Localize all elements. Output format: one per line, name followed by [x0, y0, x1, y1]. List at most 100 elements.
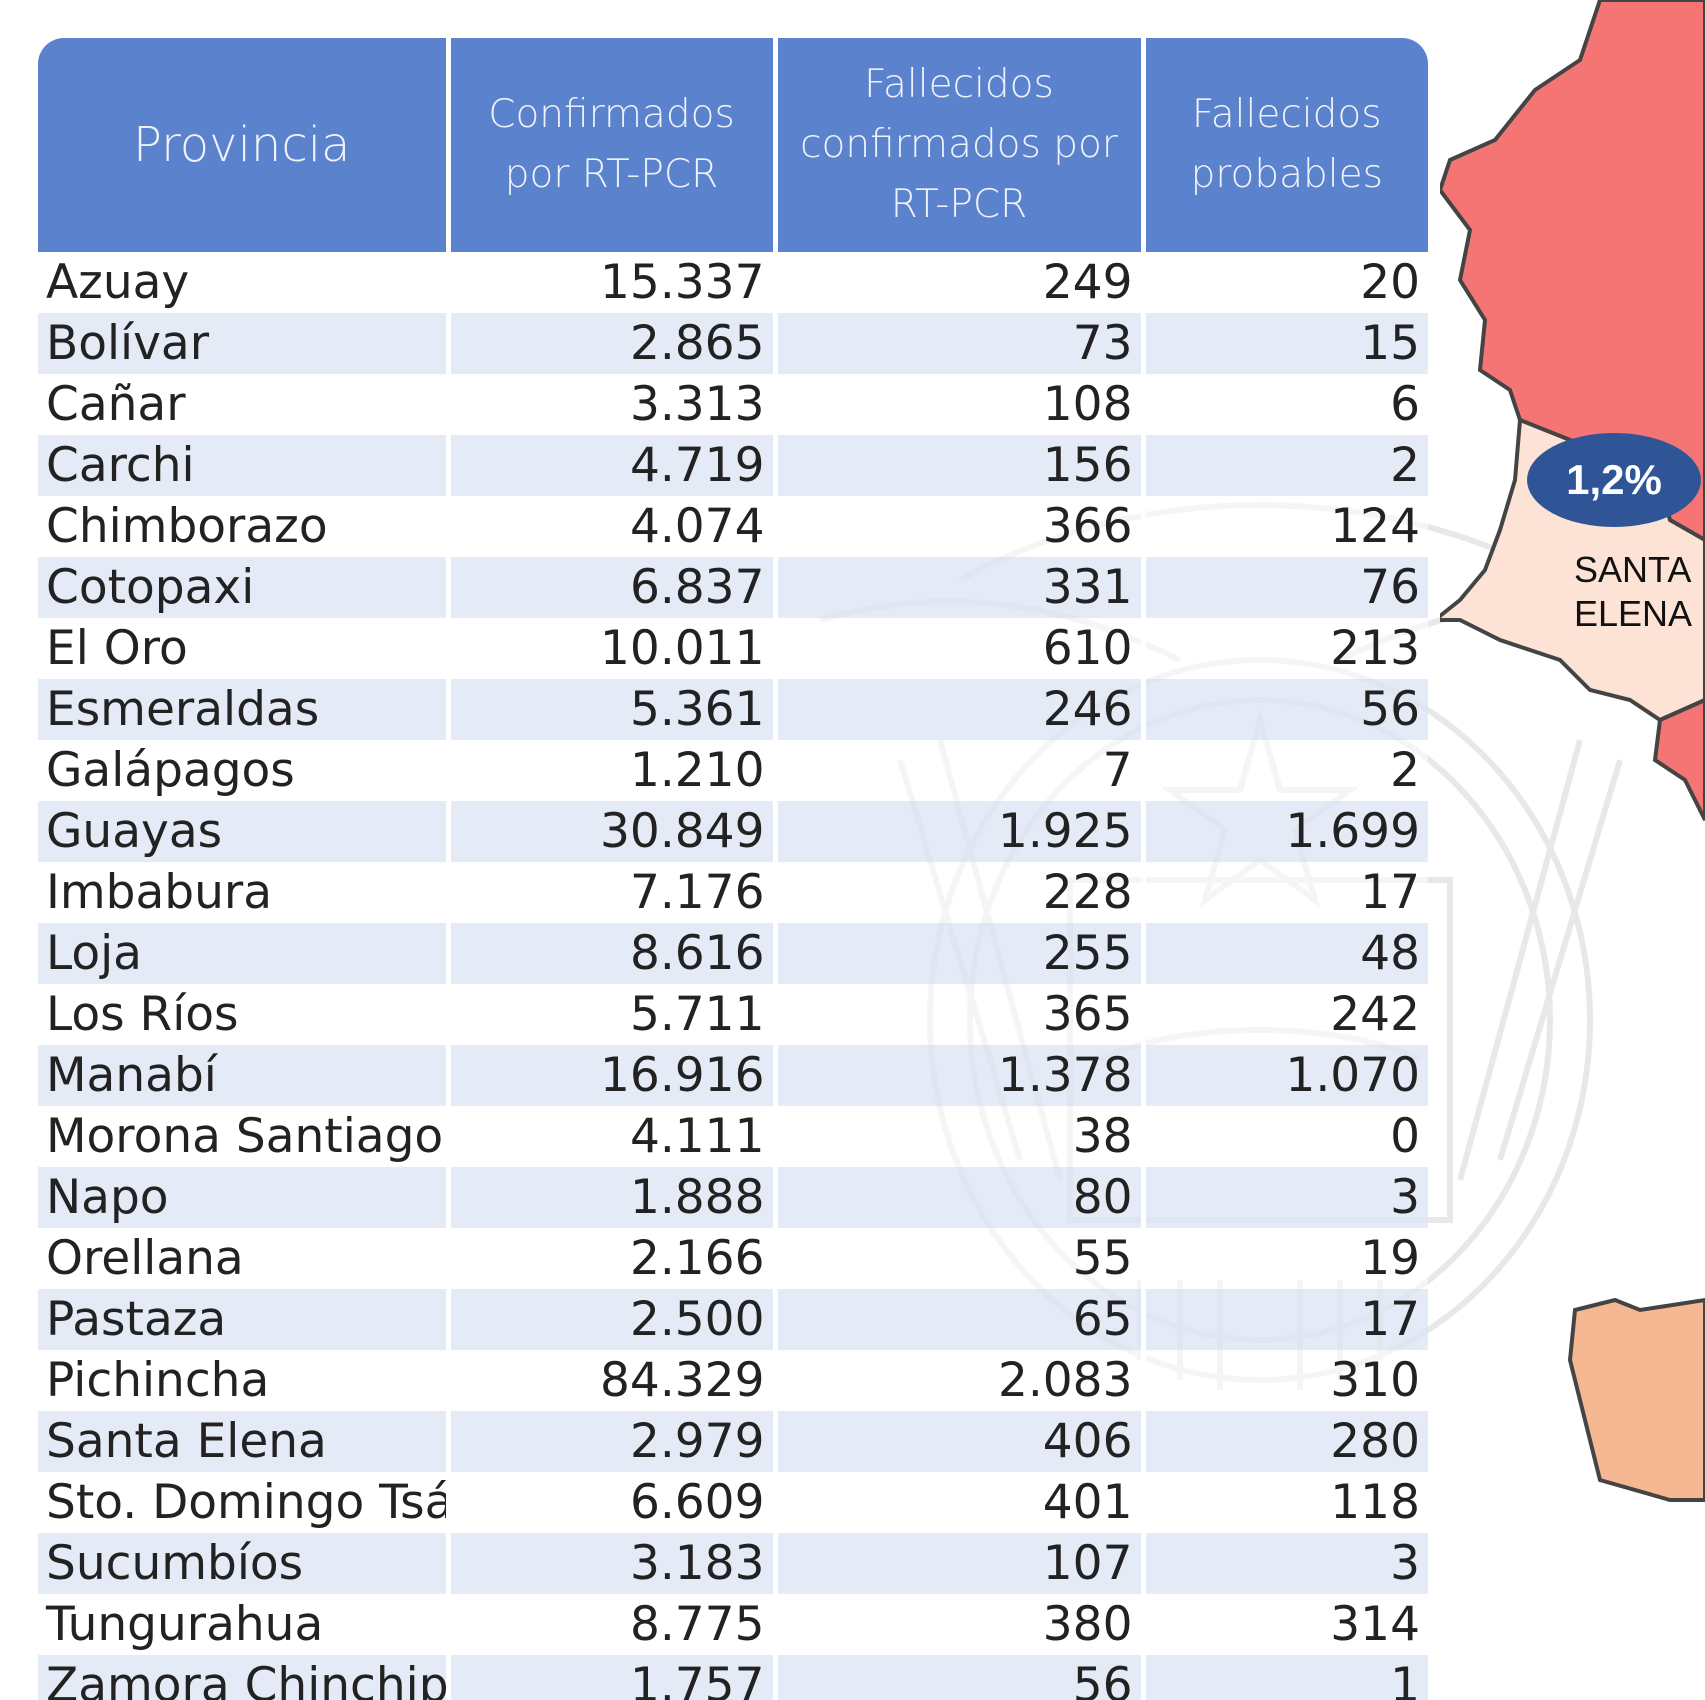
cell-confirmados: 3.183 [448, 1533, 778, 1594]
table-row: Santa Elena 2.979 406 280 [38, 1411, 1428, 1472]
cell-fallecidos-probables: 314 [1143, 1594, 1428, 1655]
cell-fallecidos-probables: 3 [1143, 1167, 1428, 1228]
cases-table-container: Provincia Confirmados por RT-PCR Falleci… [38, 38, 1428, 1700]
cell-provincia: Zamora Chinchipe [38, 1655, 451, 1700]
cell-confirmados: 2.166 [448, 1228, 778, 1289]
table-row: Pastaza 2.500 65 17 [38, 1289, 1428, 1350]
table-row: Guayas 30.849 1.925 1.699 [38, 801, 1428, 862]
cell-confirmados: 4.111 [448, 1106, 778, 1167]
cell-fallecidos-probables: 2 [1143, 740, 1428, 801]
map-province-label: SANTA ELENA [1574, 549, 1693, 634]
table-row: Esmeraldas 5.361 246 56 [38, 679, 1428, 740]
cell-provincia: Sto. Domingo Tsác [38, 1472, 451, 1533]
cell-fallecidos-probables: 310 [1143, 1350, 1428, 1411]
cell-provincia: Galápagos [38, 740, 451, 801]
cell-provincia: Pastaza [38, 1289, 451, 1350]
cell-confirmados: 1.210 [448, 740, 778, 801]
cell-confirmados: 4.074 [448, 496, 778, 557]
table-row: Zamora Chinchipe 1.757 56 1 [38, 1655, 1428, 1700]
cell-provincia: Pichincha [38, 1350, 451, 1411]
table-row: Chimborazo 4.074 366 124 [38, 496, 1428, 557]
cell-fallecidos-probables: 280 [1143, 1411, 1428, 1472]
table-row: Orellana 2.166 55 19 [38, 1228, 1428, 1289]
cell-confirmados: 6.609 [448, 1472, 778, 1533]
cell-confirmados: 16.916 [448, 1045, 778, 1106]
cell-provincia: Napo [38, 1167, 451, 1228]
cell-fallecidos-probables: 19 [1143, 1228, 1428, 1289]
cell-provincia: Carchi [38, 435, 451, 496]
cell-confirmados: 8.775 [448, 1594, 778, 1655]
cell-confirmados: 15.337 [448, 252, 778, 313]
table-row: Bolívar 2.865 73 15 [38, 313, 1428, 374]
cell-fallecidos-probables: 124 [1143, 496, 1428, 557]
cell-fallecidos-probables: 242 [1143, 984, 1428, 1045]
cell-provincia: Loja [38, 923, 451, 984]
cell-confirmados: 4.719 [448, 435, 778, 496]
cell-fallecidos-confirmados: 56 [775, 1655, 1146, 1700]
cell-provincia: Bolívar [38, 313, 451, 374]
cell-fallecidos-confirmados: 249 [775, 252, 1146, 313]
cell-confirmados: 6.837 [448, 557, 778, 618]
cell-provincia: Esmeraldas [38, 679, 451, 740]
cell-fallecidos-confirmados: 380 [775, 1594, 1146, 1655]
table-row: Los Ríos 5.711 365 242 [38, 984, 1428, 1045]
cases-by-province-table: Provincia Confirmados por RT-PCR Falleci… [38, 38, 1428, 1700]
cell-provincia: Santa Elena [38, 1411, 451, 1472]
cell-provincia: El Oro [38, 618, 451, 679]
cell-fallecidos-probables: 118 [1143, 1472, 1428, 1533]
table-row: El Oro 10.011 610 213 [38, 618, 1428, 679]
cell-provincia: Manabí [38, 1045, 451, 1106]
map-region-high-south [1652, 697, 1705, 821]
cell-fallecidos-confirmados: 65 [775, 1289, 1146, 1350]
cell-provincia: Sucumbíos [38, 1533, 451, 1594]
cell-fallecidos-confirmados: 610 [775, 618, 1146, 679]
cell-fallecidos-confirmados: 55 [775, 1228, 1146, 1289]
cell-provincia: Morona Santiago [38, 1106, 451, 1167]
header-fallecidos-confirmados: Fallecidos confirmados por RT-PCR [775, 38, 1146, 252]
cell-fallecidos-confirmados: 2.083 [775, 1350, 1146, 1411]
cell-fallecidos-probables: 17 [1143, 1289, 1428, 1350]
cell-provincia: Tungurahua [38, 1594, 451, 1655]
cell-fallecidos-confirmados: 246 [775, 679, 1146, 740]
map-percentage-badge: 1,2% [1527, 433, 1701, 527]
cell-fallecidos-confirmados: 80 [775, 1167, 1146, 1228]
table-body: Azuay 15.337 249 20 Bolívar 2.865 73 15 Cañar 3.3… [38, 252, 1428, 1700]
cell-fallecidos-confirmados: 365 [775, 984, 1146, 1045]
table-row: Sto. Domingo Tsác 6.609 401 118 [38, 1472, 1428, 1533]
table-row: Pichincha 84.329 2.083 310 [38, 1350, 1428, 1411]
cell-confirmados: 1.888 [448, 1167, 778, 1228]
cell-fallecidos-probables: 48 [1143, 923, 1428, 984]
cell-confirmados: 2.865 [448, 313, 778, 374]
cell-provincia: Cotopaxi [38, 557, 451, 618]
table-row: Galápagos 1.210 7 2 [38, 740, 1428, 801]
cell-fallecidos-probables: 15 [1143, 313, 1428, 374]
cell-fallecidos-confirmados: 7 [775, 740, 1146, 801]
cell-fallecidos-confirmados: 156 [775, 435, 1146, 496]
table-header-row: Provincia Confirmados por RT-PCR Falleci… [38, 38, 1428, 252]
table-row: Cañar 3.313 108 6 [38, 374, 1428, 435]
cell-fallecidos-confirmados: 1.925 [775, 801, 1146, 862]
cell-fallecidos-probables: 1.699 [1143, 801, 1428, 862]
cell-fallecidos-probables: 20 [1143, 252, 1428, 313]
cell-fallecidos-confirmados: 406 [775, 1411, 1146, 1472]
cell-confirmados: 2.500 [448, 1289, 778, 1350]
cell-confirmados: 30.849 [448, 801, 778, 862]
cell-fallecidos-probables: 3 [1143, 1533, 1428, 1594]
cell-fallecidos-probables: 0 [1143, 1106, 1428, 1167]
table-row: Sucumbíos 3.183 107 3 [38, 1533, 1428, 1594]
cell-fallecidos-probables: 76 [1143, 557, 1428, 618]
cell-provincia: Imbabura [38, 862, 451, 923]
table-row: Cotopaxi 6.837 331 76 [38, 557, 1428, 618]
cell-confirmados: 5.711 [448, 984, 778, 1045]
header-fallecidos-probables: Fallecidos probables [1143, 38, 1428, 252]
cell-confirmados: 2.979 [448, 1411, 778, 1472]
cell-fallecidos-probables: 1 [1143, 1655, 1428, 1700]
cell-fallecidos-confirmados: 38 [775, 1106, 1146, 1167]
cell-fallecidos-probables: 213 [1143, 618, 1428, 679]
table-row: Carchi 4.719 156 2 [38, 435, 1428, 496]
header-provincia: Provincia [38, 38, 451, 252]
province-map [1440, 0, 1705, 1502]
header-confirmados: Confirmados por RT-PCR [448, 38, 778, 252]
cell-fallecidos-confirmados: 401 [775, 1472, 1146, 1533]
cell-confirmados: 7.176 [448, 862, 778, 923]
